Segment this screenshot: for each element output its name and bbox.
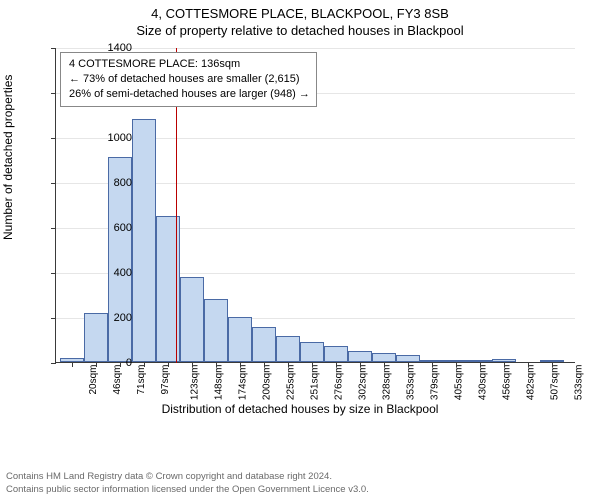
xtick-mark: [480, 362, 481, 367]
ytick-label: 600: [72, 222, 132, 234]
xtick-mark: [240, 362, 241, 367]
xtick-label: 507sqm: [550, 365, 561, 401]
histogram-bar: [252, 327, 276, 362]
xtick-label: 123sqm: [190, 365, 201, 401]
histogram-bar: [132, 119, 156, 362]
ytick-mark: [51, 363, 56, 364]
xtick-label: 148sqm: [214, 365, 225, 401]
histogram-bar: [204, 299, 228, 362]
xtick-label: 430sqm: [478, 365, 489, 401]
xtick-mark: [168, 362, 169, 367]
xtick-mark: [288, 362, 289, 367]
xtick-label: 405sqm: [454, 365, 465, 401]
ytick-label: 0: [72, 357, 132, 369]
copyright-footer: Contains HM Land Registry data © Crown c…: [6, 471, 369, 496]
xtick-mark: [216, 362, 217, 367]
ytick-label: 200: [72, 312, 132, 324]
histogram-bar: [180, 277, 204, 363]
chart-container: Number of detached properties 4 COTTESMO…: [0, 40, 600, 440]
xtick-label: 225sqm: [286, 365, 297, 401]
xtick-label: 456sqm: [502, 365, 513, 401]
xtick-mark: [456, 362, 457, 367]
xtick-mark: [192, 362, 193, 367]
ytick-mark: [51, 183, 56, 184]
y-axis-label: Number of detached properties: [1, 75, 15, 240]
xtick-label: 302sqm: [358, 365, 369, 401]
xtick-label: 97sqm: [160, 365, 171, 395]
ytick-label: 800: [72, 177, 132, 189]
xtick-mark: [312, 362, 313, 367]
histogram-bar: [396, 355, 420, 362]
ytick-mark: [51, 273, 56, 274]
xtick-label: 251sqm: [310, 365, 321, 401]
xtick-label: 20sqm: [88, 365, 99, 395]
xtick-mark: [336, 362, 337, 367]
xtick-mark: [528, 362, 529, 367]
subtitle: Size of property relative to detached ho…: [0, 21, 600, 38]
ytick-mark: [51, 48, 56, 49]
xtick-label: 200sqm: [262, 365, 273, 401]
xtick-label: 46sqm: [112, 365, 123, 395]
xtick-mark: [360, 362, 361, 367]
xtick-mark: [432, 362, 433, 367]
gridline: [56, 48, 575, 49]
xtick-label: 379sqm: [430, 365, 441, 401]
xtick-label: 174sqm: [238, 365, 249, 401]
xtick-label: 71sqm: [136, 365, 147, 395]
x-axis-label: Distribution of detached houses by size …: [0, 402, 600, 416]
histogram-bar: [276, 336, 300, 362]
annotation-line-2: ← 73% of detached houses are smaller (2,…: [69, 72, 310, 87]
xtick-mark: [384, 362, 385, 367]
xtick-label: 328sqm: [382, 365, 393, 401]
histogram-bar: [300, 342, 324, 362]
ytick-label: 1000: [72, 132, 132, 144]
xtick-label: 353sqm: [406, 365, 417, 401]
annotation-line-1: 4 COTTESMORE PLACE: 136sqm: [69, 57, 310, 72]
xtick-label: 533sqm: [574, 365, 585, 401]
xtick-mark: [504, 362, 505, 367]
histogram-bar: [228, 317, 252, 362]
xtick-mark: [408, 362, 409, 367]
xtick-mark: [264, 362, 265, 367]
xtick-label: 276sqm: [334, 365, 345, 401]
address-title: 4, COTTESMORE PLACE, BLACKPOOL, FY3 8SB: [0, 0, 600, 21]
ytick-mark: [51, 318, 56, 319]
ytick-mark: [51, 228, 56, 229]
histogram-bar: [324, 346, 348, 362]
annotation-line-3: 26% of semi-detached houses are larger (…: [69, 87, 310, 102]
histogram-bar: [372, 353, 396, 362]
plot-area: 4 COTTESMORE PLACE: 136sqm ← 73% of deta…: [55, 48, 575, 363]
xtick-mark: [552, 362, 553, 367]
annotation-box: 4 COTTESMORE PLACE: 136sqm ← 73% of deta…: [60, 52, 317, 107]
ytick-mark: [51, 93, 56, 94]
xtick-mark: [144, 362, 145, 367]
histogram-bar: [348, 351, 372, 362]
ytick-label: 400: [72, 267, 132, 279]
xtick-label: 482sqm: [526, 365, 537, 401]
ytick-mark: [51, 138, 56, 139]
footer-line-2: Contains public sector information licen…: [6, 484, 369, 496]
footer-line-1: Contains HM Land Registry data © Crown c…: [6, 471, 369, 483]
